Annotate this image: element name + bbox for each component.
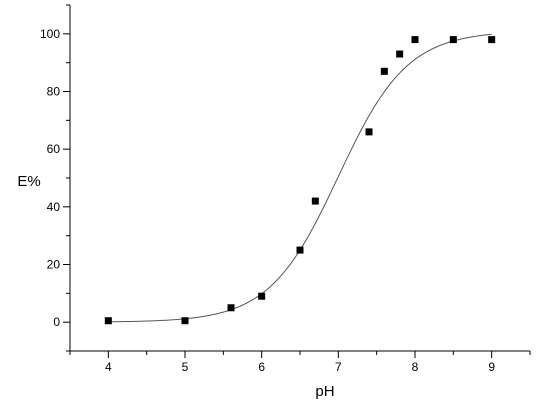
x-tick-label: 4 bbox=[105, 360, 112, 374]
y-tick-label: 0 bbox=[53, 315, 60, 329]
x-tick-label: 7 bbox=[335, 360, 342, 374]
data-point bbox=[104, 317, 112, 325]
y-axis-title: E% bbox=[17, 173, 40, 190]
x-tick-label: 9 bbox=[488, 360, 495, 374]
fit-curve-layer bbox=[108, 33, 492, 323]
fit-curve bbox=[108, 33, 492, 323]
data-point bbox=[396, 50, 404, 58]
x-tick-label: 8 bbox=[412, 360, 419, 374]
x-tick-label: 6 bbox=[258, 360, 265, 374]
data-point bbox=[365, 128, 373, 136]
data-point bbox=[227, 304, 235, 312]
data-points-layer bbox=[104, 36, 496, 325]
y-tick-label: 60 bbox=[47, 142, 61, 156]
y-tick-label: 20 bbox=[47, 258, 61, 272]
y-tick-label: 40 bbox=[47, 200, 61, 214]
data-point bbox=[449, 36, 457, 44]
data-point bbox=[311, 197, 319, 205]
data-point bbox=[181, 317, 189, 325]
y-tick-label: 80 bbox=[47, 85, 61, 99]
data-point bbox=[258, 292, 266, 300]
data-point bbox=[411, 36, 419, 44]
x-tick-label: 5 bbox=[182, 360, 189, 374]
axes: 4 5 6 7 8 9 0 20 40 60 80 100 bbox=[40, 4, 531, 374]
data-point bbox=[296, 246, 304, 254]
y-tick-label: 100 bbox=[40, 27, 60, 41]
data-point bbox=[380, 67, 388, 75]
data-point bbox=[488, 36, 496, 44]
x-axis-title: pH bbox=[315, 383, 334, 400]
